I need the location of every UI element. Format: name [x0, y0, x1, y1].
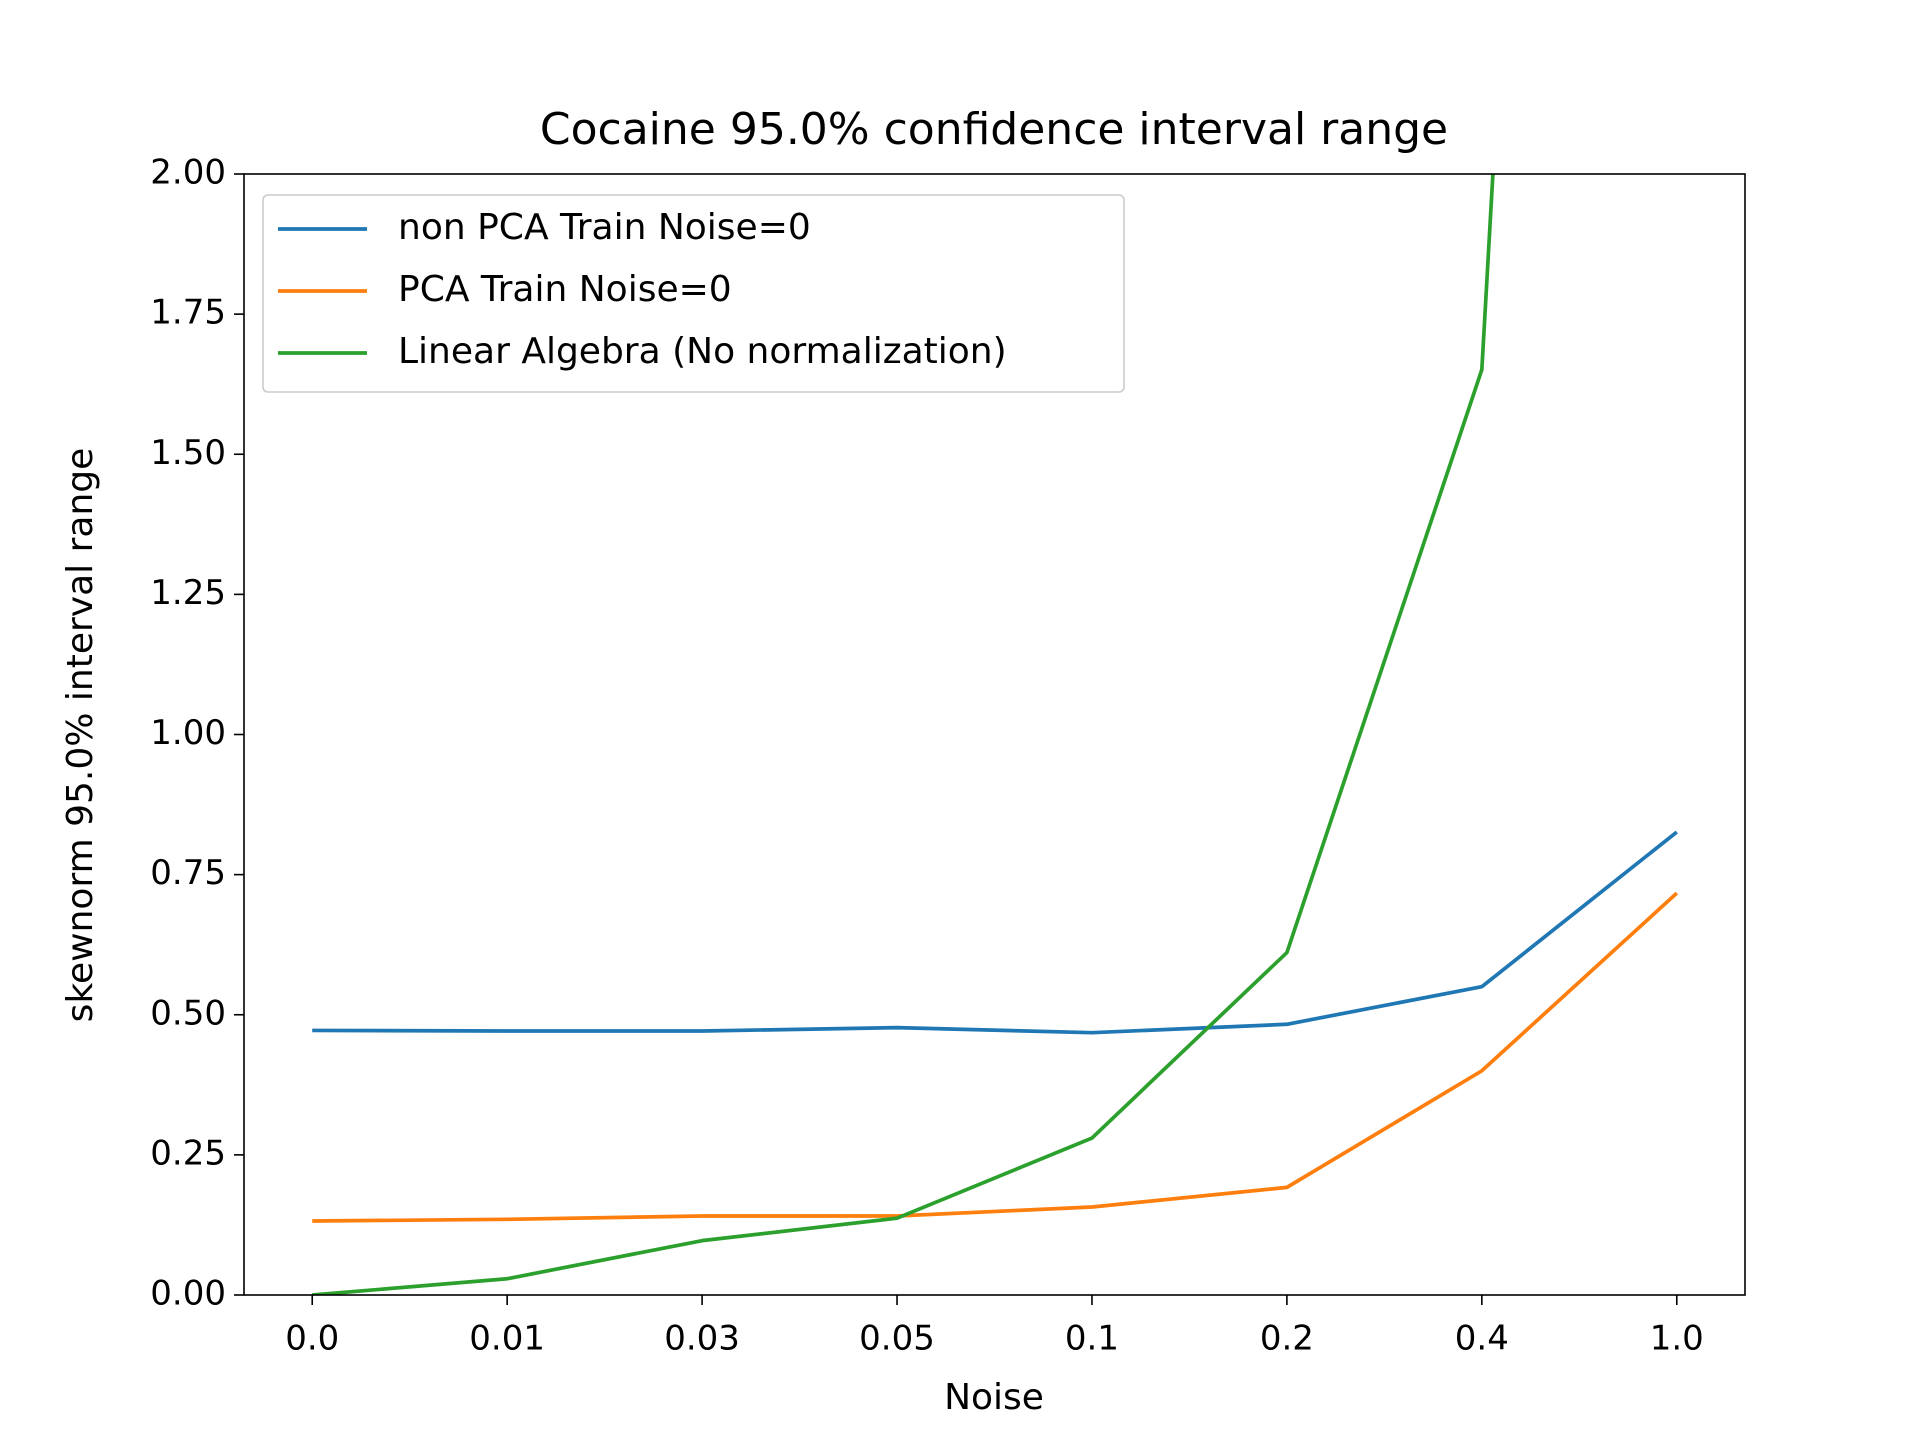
legend: non PCA Train Noise=0 PCA Train Noise=0 Li… [262, 194, 1125, 393]
x-tick-label: 0.4 [1455, 1319, 1509, 1359]
x-tick-label: 0.01 [469, 1319, 545, 1359]
y-tick-label: 2.00 [150, 153, 226, 193]
y-tick-label: 1.00 [150, 713, 226, 753]
series-line [312, 174, 1495, 1295]
y-axis-label: skewnorm 95.0% interval range [60, 448, 101, 1023]
x-tick-label: 0.03 [664, 1319, 740, 1359]
legend-label: Linear Algebra (No normalization) [398, 331, 1007, 372]
y-tick-label: 1.75 [150, 293, 226, 333]
series-line [312, 830, 1678, 1035]
x-tick-label: 0.1 [1065, 1319, 1119, 1359]
chart-title: Cocaine 95.0% confidence interval range [540, 104, 1448, 155]
plot-area [312, 174, 1679, 1295]
y-tick-label: 0.75 [150, 853, 226, 893]
x-tick-label: 1.0 [1650, 1319, 1704, 1359]
x-tick-label: 0.0 [285, 1319, 339, 1359]
legend-label: PCA Train Noise=0 [398, 269, 732, 310]
series-line [312, 891, 1679, 1223]
x-tick-label: 0.05 [859, 1319, 935, 1359]
legend-box [262, 194, 1125, 393]
legend-label: non PCA Train Noise=0 [398, 207, 811, 248]
y-tick-label: 0.50 [150, 993, 226, 1033]
y-tick-label: 1.25 [150, 573, 226, 613]
x-axis-label: Noise [944, 1377, 1044, 1418]
y-tick-label: 0.25 [150, 1133, 226, 1173]
y-tick-label: 0.00 [150, 1274, 226, 1314]
x-tick-label: 0.2 [1260, 1319, 1314, 1359]
y-tick-label: 1.50 [150, 433, 226, 473]
